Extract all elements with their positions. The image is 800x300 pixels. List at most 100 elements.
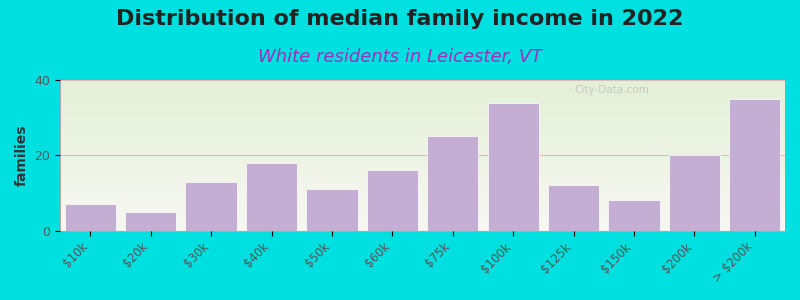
Bar <box>60 166 785 167</box>
Bar <box>306 189 358 231</box>
Text: City-Data.com: City-Data.com <box>574 85 650 94</box>
Bar <box>60 148 785 149</box>
Bar <box>60 187 785 188</box>
Bar <box>60 163 785 164</box>
Bar <box>125 212 177 231</box>
Bar <box>60 227 785 229</box>
Bar <box>60 155 785 157</box>
Bar <box>60 209 785 211</box>
Bar <box>60 169 785 170</box>
Bar <box>60 128 785 130</box>
Bar <box>427 136 478 231</box>
Bar <box>60 184 785 185</box>
Bar <box>60 172 785 173</box>
Bar <box>60 134 785 136</box>
Bar <box>60 196 785 197</box>
Bar <box>60 185 785 187</box>
Bar <box>60 173 785 175</box>
Bar <box>487 103 539 231</box>
Bar <box>60 133 785 134</box>
Bar <box>60 127 785 128</box>
Bar <box>60 110 785 112</box>
Bar <box>60 139 785 140</box>
Bar <box>60 160 785 161</box>
Bar <box>60 211 785 212</box>
Bar <box>60 86 785 88</box>
Bar <box>60 158 785 160</box>
Bar <box>60 109 785 110</box>
Bar <box>60 221 785 223</box>
Bar <box>60 104 785 106</box>
Bar <box>60 178 785 179</box>
Bar <box>60 164 785 166</box>
Bar <box>60 146 785 148</box>
Bar <box>60 175 785 176</box>
Bar <box>60 94 785 95</box>
Bar <box>60 115 785 116</box>
Bar <box>548 185 599 231</box>
Bar <box>60 181 785 182</box>
Bar <box>60 119 785 121</box>
Bar <box>60 122 785 124</box>
Bar <box>60 145 785 146</box>
Bar <box>60 212 785 214</box>
Bar <box>60 91 785 92</box>
Bar <box>60 125 785 127</box>
Bar <box>60 92 785 94</box>
Bar <box>60 182 785 184</box>
Bar <box>60 98 785 100</box>
Bar <box>60 101 785 103</box>
Text: Distribution of median family income in 2022: Distribution of median family income in … <box>116 9 684 29</box>
Bar <box>60 199 785 200</box>
Bar <box>60 218 785 220</box>
Bar <box>608 200 660 231</box>
Bar <box>60 214 785 215</box>
Bar <box>60 82 785 83</box>
Bar <box>729 99 781 231</box>
Bar <box>60 140 785 142</box>
Bar <box>246 163 298 231</box>
Bar <box>60 170 785 172</box>
Bar <box>60 137 785 139</box>
Bar <box>60 176 785 178</box>
Bar <box>60 106 785 107</box>
Bar <box>60 220 785 221</box>
Bar <box>60 226 785 227</box>
Bar <box>60 154 785 155</box>
Bar <box>60 121 785 122</box>
Bar <box>60 151 785 152</box>
Bar <box>60 179 785 181</box>
Bar <box>60 85 785 86</box>
Bar <box>60 161 785 163</box>
Bar <box>60 149 785 151</box>
Bar <box>60 113 785 115</box>
Bar <box>65 204 116 231</box>
Bar <box>60 188 785 190</box>
Bar <box>60 200 785 202</box>
Bar <box>60 223 785 224</box>
Bar <box>60 143 785 145</box>
Bar <box>60 83 785 85</box>
Bar <box>60 193 785 194</box>
Bar <box>60 124 785 125</box>
Bar <box>60 152 785 154</box>
Bar <box>60 217 785 218</box>
Bar <box>60 100 785 101</box>
Bar <box>60 194 785 196</box>
Bar <box>60 167 785 169</box>
Bar <box>186 182 237 231</box>
Bar <box>60 206 785 208</box>
Bar <box>60 205 785 206</box>
Bar <box>366 170 418 231</box>
Bar <box>60 202 785 203</box>
Bar <box>60 131 785 133</box>
Bar <box>60 107 785 109</box>
Bar <box>60 191 785 193</box>
Bar <box>60 118 785 119</box>
Bar <box>60 112 785 113</box>
Bar <box>60 116 785 118</box>
Bar <box>60 203 785 205</box>
Bar <box>60 130 785 131</box>
Bar <box>60 136 785 137</box>
Bar <box>669 155 720 231</box>
